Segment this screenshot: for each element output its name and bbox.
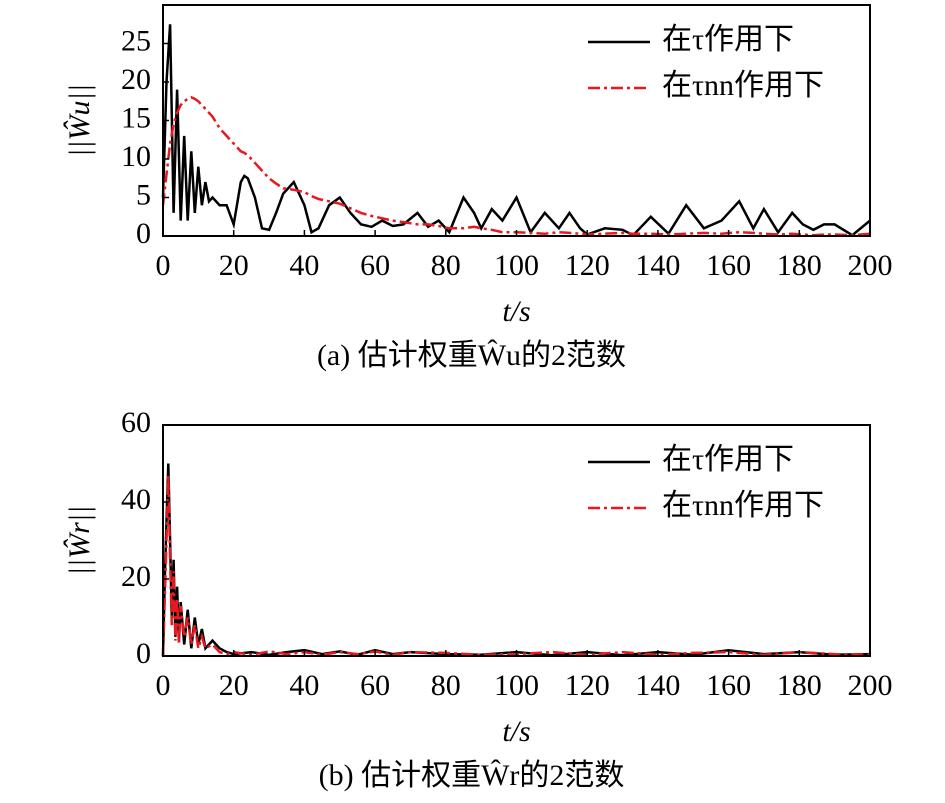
- x-tick-label: 100: [494, 669, 539, 702]
- x-tick-label: 180: [777, 669, 822, 702]
- x-tick-label: 80: [431, 249, 461, 282]
- x-tick-label: 20: [219, 669, 249, 702]
- y-tick-label: 15: [121, 101, 151, 134]
- series-line: [161, 475, 871, 657]
- x-tick-label: 80: [431, 669, 461, 702]
- x-tick-label: 60: [360, 249, 390, 282]
- y-tick-label: 20: [121, 63, 151, 96]
- legend-label: 在τnn作用下: [662, 69, 824, 102]
- x-tick-label: 0: [156, 669, 171, 702]
- y-tick-label: 0: [136, 637, 151, 670]
- x-tick-label: 140: [635, 669, 680, 702]
- legend-label: 在τnn作用下: [662, 489, 824, 522]
- y-axis-label: ||Ŵr||: [63, 506, 96, 576]
- x-tick-label: 20: [219, 249, 249, 282]
- x-axis-label: t/s: [502, 295, 530, 328]
- legend-label: 在τ作用下: [662, 23, 794, 56]
- x-tick-label: 100: [494, 249, 539, 282]
- x-tick-label: 180: [777, 249, 822, 282]
- y-tick-label: 40: [121, 483, 151, 516]
- x-tick-label: 160: [706, 249, 751, 282]
- x-tick-label: 120: [565, 249, 610, 282]
- series-line: [161, 24, 871, 237]
- y-tick-label: 25: [121, 24, 151, 57]
- y-axis-label: ||Ŵu||: [63, 84, 96, 157]
- x-axis-label: t/s: [502, 715, 530, 748]
- y-tick-label: 60: [121, 406, 151, 439]
- caption: (b) 估计权重Ŵr的2范数: [319, 759, 625, 792]
- x-tick-label: 200: [848, 249, 893, 282]
- x-tick-label: 0: [156, 249, 171, 282]
- legend-label: 在τ作用下: [662, 443, 794, 476]
- series-line: [161, 96, 871, 237]
- y-tick-label: 20: [121, 560, 151, 593]
- x-tick-label: 160: [706, 669, 751, 702]
- x-tick-label: 40: [289, 249, 319, 282]
- x-tick-label: 40: [289, 669, 319, 702]
- x-tick-label: 60: [360, 669, 390, 702]
- y-tick-label: 10: [121, 140, 151, 173]
- x-tick-label: 200: [848, 669, 893, 702]
- y-tick-label: 5: [136, 178, 151, 211]
- y-tick-label: 0: [136, 217, 151, 250]
- x-tick-label: 140: [635, 249, 680, 282]
- x-tick-label: 120: [565, 669, 610, 702]
- caption: (a) 估计权重Ŵu的2范数: [317, 339, 626, 372]
